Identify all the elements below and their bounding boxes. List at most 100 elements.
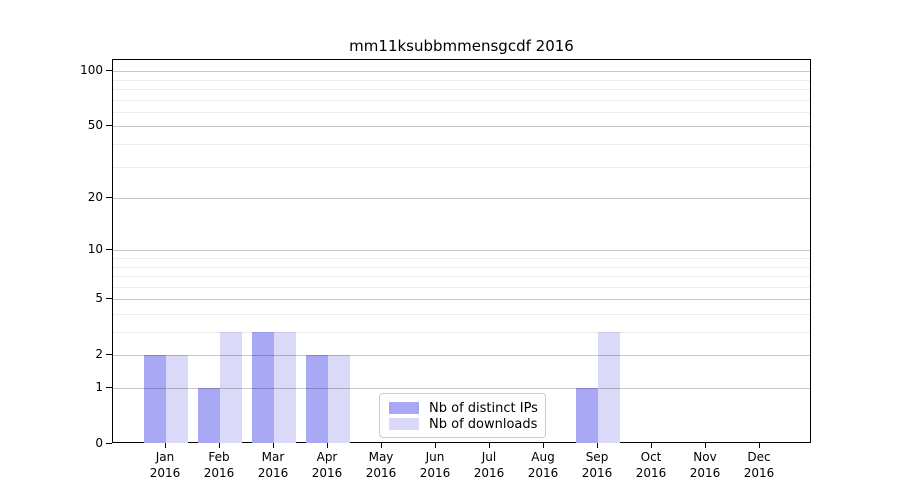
y-tick-label-5: 5 bbox=[95, 291, 103, 306]
x-tick-month: Jul bbox=[481, 450, 497, 464]
minor-gridline-90 bbox=[113, 79, 810, 81]
y-tick-label-2: 2 bbox=[95, 347, 103, 362]
y-tick-mark-2 bbox=[106, 354, 112, 356]
x-tick-year: 2016 bbox=[311, 466, 343, 480]
bar-mar-distinct-ips bbox=[252, 332, 274, 443]
y-tick-label-50: 50 bbox=[87, 118, 103, 133]
y-tick-mark-1 bbox=[106, 387, 112, 388]
legend: Nb of distinct IPs Nb of downloads bbox=[379, 393, 546, 438]
x-tick-year: 2016 bbox=[635, 466, 667, 480]
chart-title: mm11ksubbmmensgcdf 2016 bbox=[349, 37, 574, 55]
major-gridline-10 bbox=[113, 250, 810, 252]
x-tick-label-jan: Jan 2016 bbox=[135, 449, 195, 481]
legend-item-distinct-ips: Nb of distinct IPs bbox=[389, 400, 538, 416]
legend-item-downloads: Nb of downloads bbox=[389, 416, 538, 432]
x-tick-year: 2016 bbox=[473, 466, 505, 480]
bar-feb-distinct-ips bbox=[198, 388, 220, 443]
x-tick-month: Nov bbox=[693, 450, 717, 464]
x-tick-mark-mar bbox=[273, 443, 274, 448]
legend-swatch-downloads bbox=[389, 418, 419, 430]
legend-label-distinct-ips: Nb of distinct IPs bbox=[429, 400, 538, 416]
bar-sep-distinct-ips bbox=[576, 388, 598, 443]
x-tick-label-sep: Sep 2016 bbox=[567, 449, 627, 481]
x-tick-year: 2016 bbox=[743, 466, 775, 480]
x-tick-mark-oct bbox=[651, 443, 652, 448]
x-tick-month: Jan bbox=[155, 450, 175, 464]
minor-gridline-6 bbox=[113, 286, 810, 288]
minor-gridline-4 bbox=[113, 313, 810, 315]
x-tick-year: 2016 bbox=[149, 466, 181, 480]
bar-feb-downloads bbox=[220, 332, 242, 443]
x-tick-month: Oct bbox=[640, 450, 662, 464]
x-tick-label-mar: Mar 2016 bbox=[243, 449, 303, 481]
major-gridline-20 bbox=[113, 198, 810, 200]
x-tick-month: Mar bbox=[261, 450, 285, 464]
bar-jan-distinct-ips bbox=[144, 355, 166, 443]
x-tick-month: Sep bbox=[585, 450, 609, 464]
x-tick-label-jul: Jul 2016 bbox=[459, 449, 519, 481]
x-tick-mark-jul bbox=[489, 443, 490, 448]
x-tick-label-nov: Nov 2016 bbox=[675, 449, 735, 481]
x-tick-year: 2016 bbox=[581, 466, 613, 480]
y-tick-mark-0 bbox=[106, 443, 112, 444]
major-gridline-100 bbox=[113, 71, 810, 73]
legend-swatch-distinct-ips bbox=[389, 402, 419, 414]
y-tick-mark-20 bbox=[106, 197, 112, 199]
bar-apr-downloads bbox=[328, 355, 350, 443]
y-tick-mark-50 bbox=[106, 125, 112, 127]
x-tick-month: May bbox=[368, 450, 394, 464]
minor-gridline-40 bbox=[113, 144, 810, 146]
y-tick-label-20: 20 bbox=[87, 190, 103, 205]
x-tick-month: Aug bbox=[531, 450, 555, 464]
minor-gridline-30 bbox=[113, 166, 810, 168]
y-tick-label-0: 0 bbox=[95, 436, 103, 450]
y-tick-label-10: 10 bbox=[87, 242, 103, 257]
x-tick-month: Feb bbox=[208, 450, 230, 464]
bar-mar-downloads bbox=[274, 332, 296, 443]
x-tick-label-feb: Feb 2016 bbox=[189, 449, 249, 481]
x-tick-year: 2016 bbox=[257, 466, 289, 480]
minor-gridline-80 bbox=[113, 89, 810, 91]
plot-area: Nb of distinct IPs Nb of downloads bbox=[112, 59, 811, 443]
x-tick-label-may: May 2016 bbox=[351, 449, 411, 481]
x-tick-mark-may bbox=[381, 443, 382, 448]
x-tick-month: Jun bbox=[425, 450, 445, 464]
minor-gridline-60 bbox=[113, 111, 810, 113]
bar-apr-distinct-ips bbox=[306, 355, 328, 443]
minor-gridline-9 bbox=[113, 258, 810, 259]
minor-gridline-70 bbox=[113, 99, 810, 101]
y-tick-label-100: 100 bbox=[80, 63, 103, 78]
x-tick-mark-sep bbox=[597, 443, 598, 448]
legend-label-downloads: Nb of downloads bbox=[429, 416, 538, 432]
x-tick-mark-apr bbox=[327, 443, 328, 448]
y-tick-mark-10 bbox=[106, 249, 112, 251]
y-tick-mark-100 bbox=[106, 70, 112, 72]
x-tick-mark-jan bbox=[165, 443, 166, 448]
x-tick-month: Dec bbox=[747, 450, 771, 464]
x-tick-mark-feb bbox=[219, 443, 220, 448]
x-tick-year: 2016 bbox=[203, 466, 235, 480]
major-gridline-1 bbox=[113, 388, 810, 389]
x-tick-label-apr: Apr 2016 bbox=[297, 449, 357, 481]
x-tick-mark-nov bbox=[705, 443, 706, 448]
bar-jan-downloads bbox=[166, 355, 188, 443]
x-tick-mark-aug bbox=[543, 443, 544, 448]
minor-gridline-8 bbox=[113, 266, 810, 268]
major-gridline-2 bbox=[113, 355, 810, 357]
x-tick-label-aug: Aug 2016 bbox=[513, 449, 573, 481]
minor-gridline-3 bbox=[113, 332, 810, 334]
x-tick-mark-jun bbox=[435, 443, 436, 448]
bar-sep-downloads bbox=[598, 332, 620, 443]
major-gridline-50 bbox=[113, 126, 810, 128]
minor-gridline-7 bbox=[113, 276, 810, 278]
x-tick-year: 2016 bbox=[419, 466, 451, 480]
x-tick-month: Apr bbox=[316, 450, 338, 464]
x-tick-year: 2016 bbox=[527, 466, 559, 480]
x-tick-label-oct: Oct 2016 bbox=[621, 449, 681, 481]
x-tick-year: 2016 bbox=[689, 466, 721, 480]
x-tick-label-dec: Dec 2016 bbox=[729, 449, 789, 481]
y-tick-mark-5 bbox=[106, 298, 112, 300]
x-tick-mark-dec bbox=[759, 443, 760, 448]
x-tick-label-jun: Jun 2016 bbox=[405, 449, 465, 481]
